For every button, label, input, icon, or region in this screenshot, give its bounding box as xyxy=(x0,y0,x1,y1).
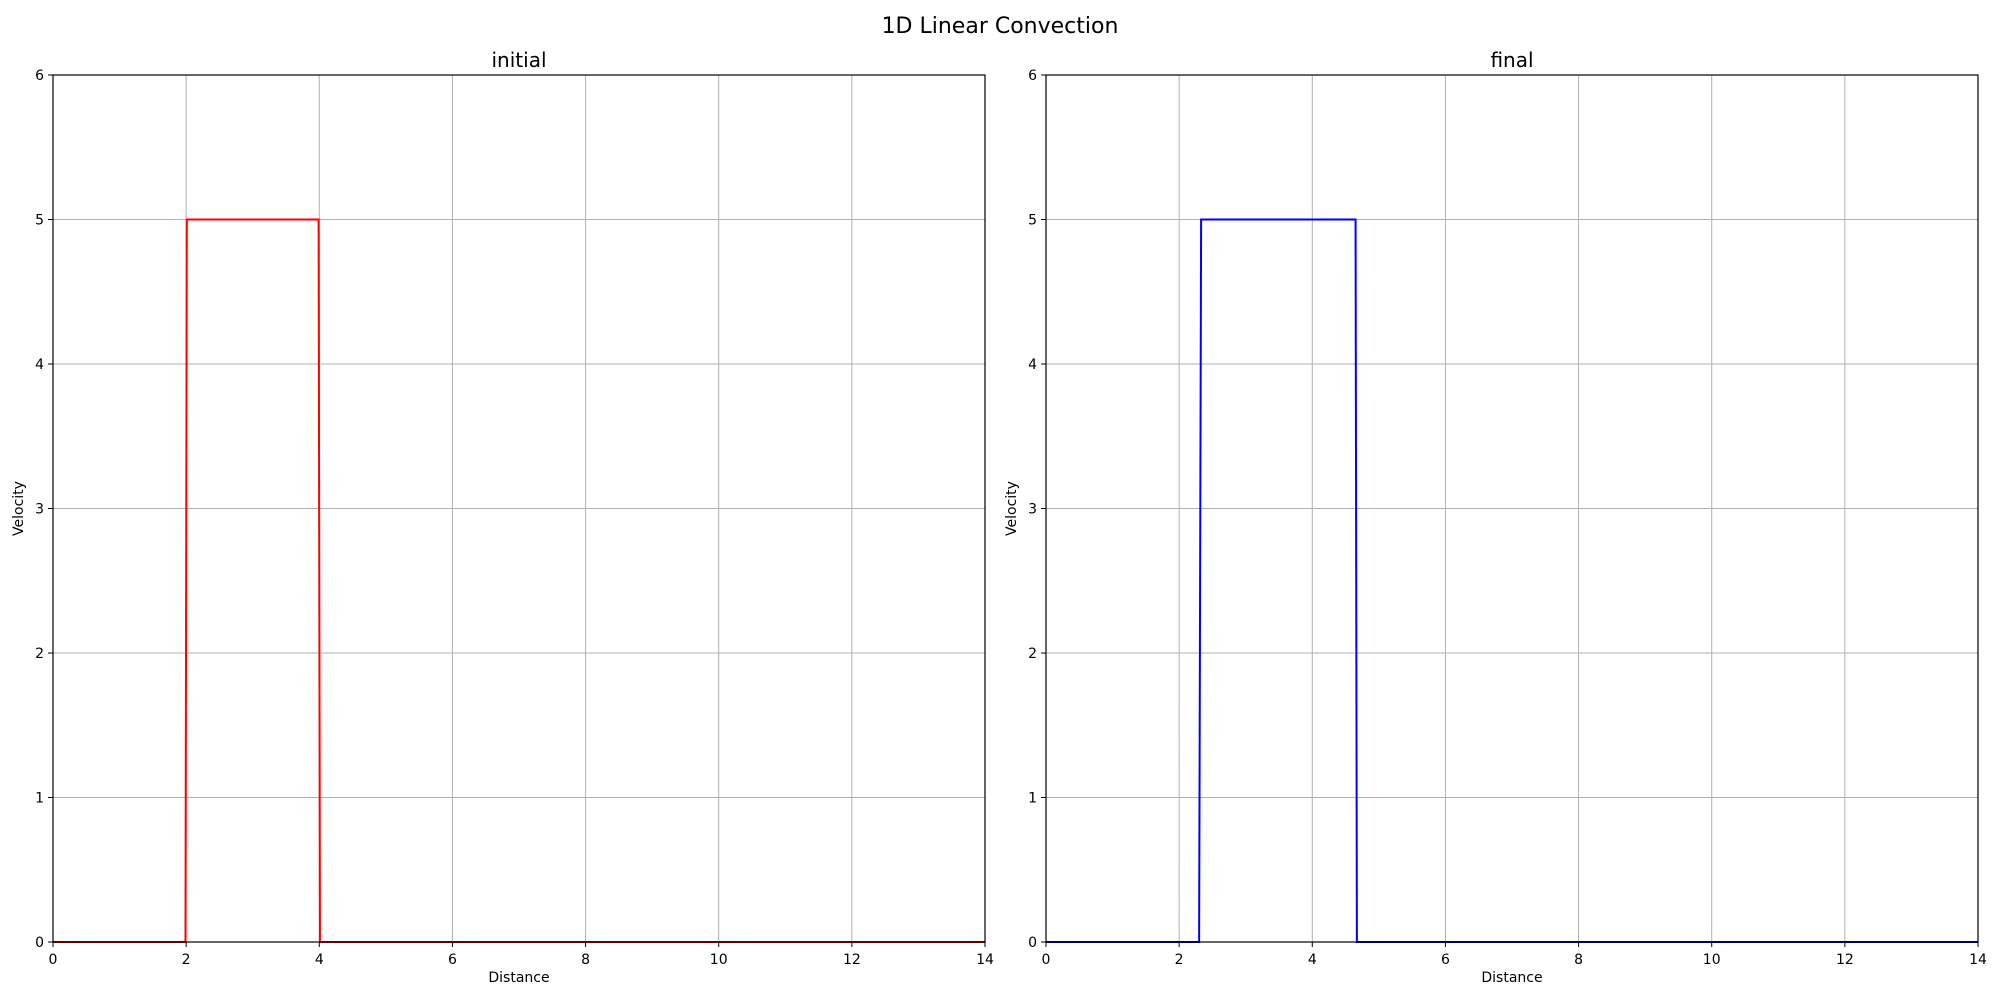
x-tick-label: 6 xyxy=(448,952,457,968)
x-tick-label: 4 xyxy=(1308,952,1317,968)
x-tick-label: 12 xyxy=(1836,952,1854,968)
y-tick-label: 6 xyxy=(35,68,44,84)
x-tick-label: 10 xyxy=(1703,952,1721,968)
y-tick-label: 0 xyxy=(35,935,44,951)
x-tick-label: 0 xyxy=(49,952,58,968)
y-tick-label: 1 xyxy=(35,791,44,807)
y-tick-label: 3 xyxy=(35,502,44,518)
x-tick-label: 10 xyxy=(710,952,728,968)
x-tick-label: 6 xyxy=(1441,952,1450,968)
y-tick-label: 5 xyxy=(35,213,44,229)
x-axis-label: Distance xyxy=(488,970,549,986)
y-tick-label: 5 xyxy=(1028,213,1037,229)
y-tick-label: 2 xyxy=(1028,646,1037,662)
y-axis-label: Velocity xyxy=(1004,481,1020,536)
x-tick-label: 2 xyxy=(1175,952,1184,968)
y-tick-label: 6 xyxy=(1028,68,1037,84)
x-tick-label: 8 xyxy=(1574,952,1583,968)
figure-title: 1D Linear Convection xyxy=(881,14,1119,39)
y-axis-label: Velocity xyxy=(11,481,27,536)
chart-title: final xyxy=(1490,48,1533,72)
x-tick-label: 14 xyxy=(1969,952,1987,968)
x-tick-label: 0 xyxy=(1042,952,1051,968)
x-tick-label: 14 xyxy=(976,952,994,968)
x-tick-label: 12 xyxy=(843,952,861,968)
x-tick-label: 2 xyxy=(182,952,191,968)
y-tick-label: 3 xyxy=(1028,502,1037,518)
chart-title: initial xyxy=(492,48,547,72)
y-tick-label: 2 xyxy=(35,646,44,662)
y-tick-label: 4 xyxy=(35,357,44,373)
series-line xyxy=(53,218,985,943)
x-axis-label: Distance xyxy=(1481,970,1542,986)
chart-panel-initial: 0 2 4 6 8 10 12 140123456DistanceVelocityinitia… xyxy=(11,48,994,986)
x-tick-label: 4 xyxy=(315,952,324,968)
x-tick-label: 8 xyxy=(581,952,590,968)
y-tick-label: 4 xyxy=(1028,357,1037,373)
y-tick-label: 1 xyxy=(1028,791,1037,807)
series-line xyxy=(1046,218,1978,943)
y-tick-label: 0 xyxy=(1028,935,1037,951)
